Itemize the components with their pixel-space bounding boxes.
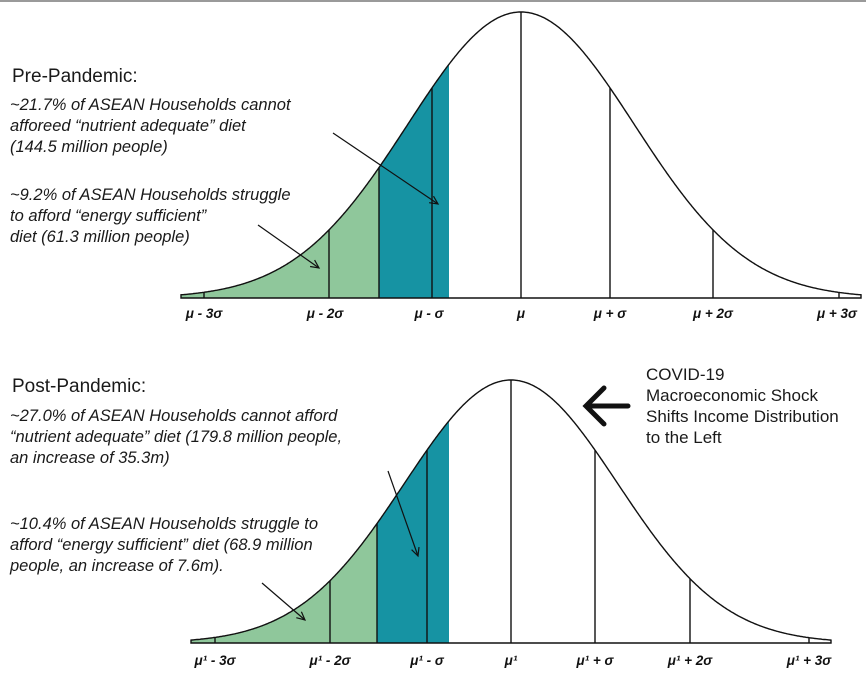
post-energy-arrow-head xyxy=(296,611,307,621)
pre-nutrient-note: ~21.7% of ASEAN Households cannot affore… xyxy=(10,95,291,158)
top-border xyxy=(0,0,866,2)
post-energy-line-2: afford “energy sufficient” diet (68.9 mi… xyxy=(10,536,313,554)
post-energy-line-3: people, an increase of 7.6m). xyxy=(10,557,224,575)
post-nutrient-line-1: ~27.0% of ASEAN Households cannot afford xyxy=(10,407,338,425)
post-nutrient-line-2: “nutrient adequate” diet (179.8 million … xyxy=(10,428,343,446)
post-energy-arrow-shaft xyxy=(261,582,306,621)
shock-line-1: COVID-19 xyxy=(646,365,725,384)
pre-tick-label-3: μ - σ xyxy=(413,306,444,321)
post-tick-label-1: μ¹ - 3σ xyxy=(193,653,236,668)
post-nutrient-shaded-region xyxy=(377,420,449,643)
pre-nutrient-arrow-shaft xyxy=(332,132,439,205)
pre-tick-label-6: μ + 2σ xyxy=(692,306,734,321)
shock-line-2: Macroeconomic Shock xyxy=(646,386,818,405)
post-nutrient-note: ~27.0% of ASEAN Households cannot afford… xyxy=(10,406,342,469)
covid-shock-label: COVID-19 Macroeconomic Shock Shifts Inco… xyxy=(646,364,839,448)
post-energy-line-1: ~10.4% of ASEAN Households struggle to xyxy=(10,515,319,533)
pre-nutrient-arrow-head xyxy=(429,195,440,205)
post-tick-label-7: μ¹ + 3σ xyxy=(786,653,833,668)
pre-nutrient-line-2: afforeed “nutrient adequate” diet xyxy=(10,117,246,135)
post-tick-label-2: μ¹ - 2σ xyxy=(308,653,351,668)
pre-nutrient-line-3: (144.5 million people) xyxy=(10,138,168,156)
pre-tick-label-4: μ xyxy=(516,306,525,321)
pre-energy-line-2: to afford “energy sufficient” xyxy=(10,207,207,225)
post-tick-label-3: μ¹ - σ xyxy=(409,653,445,668)
post-energy-note: ~10.4% of ASEAN Households struggle to a… xyxy=(10,514,318,577)
pre-energy-line-3: diet (61.3 million people) xyxy=(10,228,190,246)
post-pandemic-heading: Post-Pandemic: xyxy=(12,376,147,397)
post-tick-label-5: μ¹ + σ xyxy=(576,653,615,668)
shock-line-3: Shifts Income Distribution xyxy=(646,407,839,426)
pre-energy-line-1: ~9.2% of ASEAN Households struggle xyxy=(10,186,291,204)
shock-line-4: to the Left xyxy=(646,428,722,447)
pre-tick-label-5: μ + σ xyxy=(593,306,628,321)
post-tick-label-4: μ¹ xyxy=(504,653,518,668)
left-arrow-icon xyxy=(582,385,631,427)
pre-tick-label-7: μ + 3σ xyxy=(816,306,858,321)
post-tick-label-6: μ¹ + 2σ xyxy=(667,653,714,668)
pre-energy-arrow-head xyxy=(310,259,321,269)
pre-energy-arrow-shaft xyxy=(257,224,320,269)
pre-nutrient-line-1: ~21.7% of ASEAN Households cannot xyxy=(10,96,291,114)
post-nutrient-line-3: an increase of 35.3m) xyxy=(10,449,170,467)
pre-tick-label-2: μ - 2σ xyxy=(306,306,345,321)
pre-nutrient-shaded-region xyxy=(379,64,449,298)
pre-energy-note: ~9.2% of ASEAN Households struggle to af… xyxy=(10,185,291,248)
pre-tick-label-1: μ - 3σ xyxy=(185,306,224,321)
pre-pandemic-heading: Pre-Pandemic: xyxy=(12,66,138,87)
post-nutrient-arrow-head xyxy=(411,547,420,558)
post-nutrient-arrow-shaft xyxy=(387,470,419,557)
